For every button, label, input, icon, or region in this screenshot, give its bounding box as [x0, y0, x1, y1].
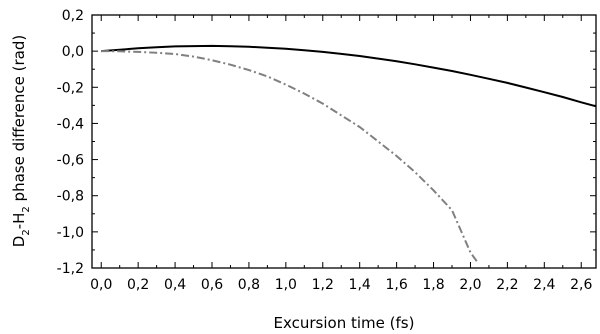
y-axis-ticks: 0,2 0,0 -0,2 -0,4 -0,6 -0,8 -1,0 -1,2: [57, 8, 596, 277]
x-tick-label: 1,6: [385, 277, 407, 293]
x-axis-title: Excursion time (fs): [274, 314, 415, 332]
y-tick-label: -0,8: [57, 189, 84, 205]
x-tick-label: 1,4: [349, 277, 371, 293]
x-tick-label: 0,6: [201, 277, 223, 293]
x-tick-label: 2,0: [459, 277, 481, 293]
x-tick-label: 1,0: [275, 277, 297, 293]
series-layer: [101, 44, 597, 264]
y-tick-label: 0,0: [62, 44, 84, 60]
x-tick-label: 1,8: [422, 277, 444, 293]
y-tick-label: -1,2: [57, 261, 84, 277]
y-axis-title-part: -H: [10, 213, 28, 230]
x-tick-label: 0,0: [90, 277, 112, 293]
y-tick-label: -0,4: [57, 116, 84, 132]
x-axis-ticks: 0,0 0,2 0,4 0,6 0,8 1,0 1,2 1,4 1,6 1,8 2,0 2,2 2,4 2…: [90, 15, 592, 293]
series-line-1: [101, 44, 597, 108]
x-tick-label: 2,4: [533, 277, 555, 293]
x-tick-label: 0,4: [164, 277, 186, 293]
y-tick-label: -0,6: [57, 153, 84, 169]
x-tick-label: 2,2: [496, 277, 518, 293]
series-line-2: [101, 50, 479, 264]
x-tick-label: 2,6: [570, 277, 592, 293]
y-axis-title-subscript: 2: [21, 229, 32, 235]
y-axis-title-part: D: [10, 236, 28, 248]
x-tick-label: 1,2: [312, 277, 334, 293]
y-tick-label: 0,2: [62, 8, 84, 24]
y-tick-label: -1,0: [57, 225, 84, 241]
y-tick-label: -0,2: [57, 80, 84, 96]
x-tick-label: 0,8: [238, 277, 260, 293]
x-tick-label: 0,2: [127, 277, 149, 293]
y-axis-title: D2-H2 phase difference (rad): [10, 35, 32, 247]
y-axis-title-part: phase difference (rad): [10, 35, 28, 206]
y-axis-title-subscript: 2: [21, 206, 32, 212]
